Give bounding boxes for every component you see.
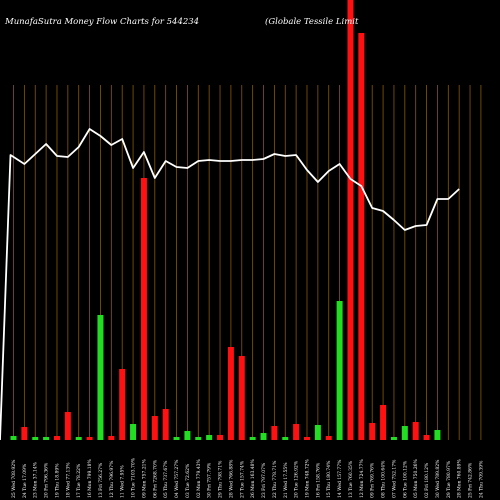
x-tick-label: 07 Wed 752.17% (391, 459, 397, 498)
x-tick-label: 02 Fri 180.12% (424, 462, 430, 498)
x-tick-label: 20 Fri 796.36% (44, 462, 50, 498)
bar-36 (390, 437, 397, 440)
bar-28 (303, 437, 310, 440)
bar-26 (282, 437, 289, 440)
x-tick-label: 27 Tue 157.74% (239, 460, 245, 498)
x-tick-label: 06 Fri 7268.70% (152, 459, 158, 498)
x-tick-label: 13 Fri 756.27% (98, 462, 104, 498)
bar-29 (314, 425, 321, 440)
bar-6 (64, 412, 71, 440)
bar-24 (260, 433, 267, 440)
bar-7 (75, 437, 82, 440)
bar-37 (401, 426, 408, 440)
bar-15 (162, 409, 169, 440)
x-tick-label: 19 Mon 748.72% (304, 458, 310, 498)
x-tick-label: 09 Mon 757.21% (141, 458, 147, 498)
bar-2 (21, 427, 28, 440)
x-tick-label: 09 Fri 769.76% (370, 462, 376, 498)
x-tick-label: 11 Wed 7.95% (120, 465, 126, 498)
x-tick-label: 04 Wed 757.27% (174, 459, 180, 498)
x-tick-label: 24 Thu 709.39% (478, 460, 484, 498)
bar-1 (10, 436, 17, 440)
x-tick-label: 18 Wed 77.13% (65, 462, 71, 498)
bar-16 (173, 437, 180, 440)
x-tick-label: 25 Fri 742.86% (468, 462, 474, 498)
x-tick-label: 08 Thu 100.64% (381, 460, 387, 498)
bar-40 (434, 430, 441, 440)
x-tick-label: 02 Mon 779.43% (196, 458, 202, 498)
bar-39 (423, 435, 430, 440)
bar-13 (140, 178, 147, 440)
x-tick-label: 25 Wed 708.92% (11, 459, 17, 498)
x-tick-label: 15 Thu 180.74% (326, 460, 332, 498)
x-tick-label: 24 Tue 17.09% (22, 463, 28, 498)
price-line-group (0, 128, 460, 441)
bar-8 (86, 437, 93, 440)
price-line (0, 128, 460, 441)
x-tick-label: 20 Tue 126.92% (294, 460, 300, 498)
bar-17 (184, 431, 191, 440)
x-tick-label: 23 Mon 37.14% (33, 461, 39, 498)
x-tick-label: 22 Thu 778.71% (272, 460, 278, 498)
x-tick-label: 29 Tue 780.97% (446, 460, 452, 498)
bar-20 (217, 435, 224, 440)
bar-12 (130, 424, 137, 440)
x-tick-label: 05 Mon 750.26% (413, 458, 419, 498)
x-tick-label: 19 Thu 18.89% (54, 463, 60, 498)
x-tick-label: 26 Mon 163.48% (250, 458, 256, 498)
chart-title-left: MunafaSutra Money Flow Charts for 544234 (4, 17, 199, 27)
bar-35 (380, 405, 387, 440)
x-tick-label: 03 Tue 72.62% (185, 463, 191, 498)
bar-23 (249, 437, 256, 440)
x-tick-label: 17 Tue 78.22% (76, 463, 82, 498)
bar-14 (151, 416, 158, 440)
bar-19 (206, 435, 213, 440)
bar-31 (336, 301, 343, 440)
bar-32 (347, 0, 354, 440)
x-tick-label: 28 Mon 760.89% (457, 458, 463, 498)
x-tick-label: 28 Wed 766.88% (228, 459, 234, 498)
bar-38 (412, 422, 419, 440)
x-tick-label: 10 Tue 7103.70% (131, 457, 137, 498)
bar-10 (108, 436, 115, 440)
x-tick-label: 05 Thu 737.67% (163, 460, 169, 498)
x-tick-label: 16 Fri 158.76% (315, 462, 321, 498)
x-tick-label: 14 Wed 157.77% (337, 459, 343, 498)
x-tick-label: 29 Thu 798.71% (218, 460, 224, 498)
bar-30 (325, 436, 332, 440)
x-tick-labels: 25 Wed 708.92% 24 Tue 17.09% 23 Mon 37.14%… (11, 457, 484, 498)
x-tick-label: 30 Wed 789.82% (435, 459, 441, 498)
x-tick-label: 06 Tue 100.12% (402, 460, 408, 498)
bar-21 (227, 347, 234, 440)
bar-33 (358, 33, 365, 440)
x-tick-label: 12 Thu 796.97% (109, 460, 115, 498)
bar-3 (32, 437, 39, 440)
x-tick-label: 16 Mon 799.18% (87, 458, 93, 498)
bar-4 (43, 437, 50, 440)
bar-9 (97, 315, 104, 440)
x-tick-label: 12 Mon 724.77% (359, 458, 365, 498)
bar-27 (293, 424, 300, 440)
x-tick-label: 23 Fri 797.07% (261, 462, 267, 498)
bars-group (10, 0, 441, 440)
x-tick-label: 13 Tue 760.35% (348, 460, 354, 498)
bar-22 (238, 356, 245, 440)
bar-11 (119, 369, 126, 440)
x-tick-label: 21 Wed 17.55% (283, 462, 289, 498)
x-tick-label: 30 Fri 757.79% (207, 462, 213, 498)
bar-5 (53, 436, 60, 440)
bar-25 (271, 426, 278, 440)
chart-title-right: (Globale Tessile Limit (265, 16, 359, 27)
bar-18 (195, 437, 202, 440)
bar-34 (369, 423, 376, 440)
